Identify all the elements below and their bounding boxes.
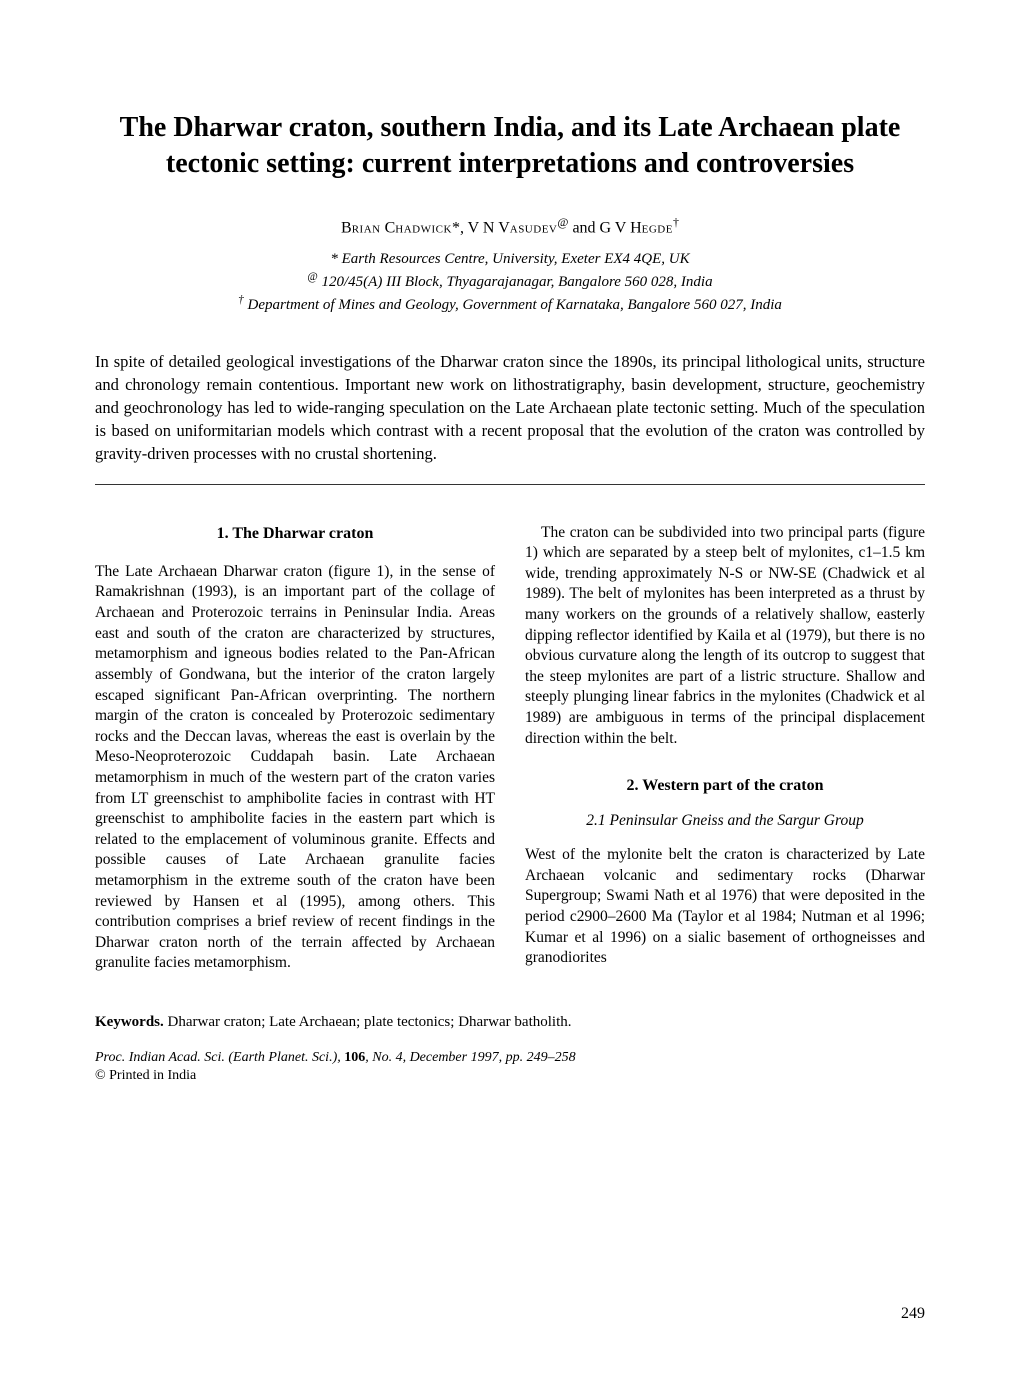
section-1-para-2: The craton can be subdivided into two pr… [525,523,925,750]
two-column-layout: 1. The Dharwar craton The Late Archaean … [95,523,925,974]
footer-citation: Proc. Indian Acad. Sci. (Earth Planet. S… [95,1049,925,1067]
subsection-2-1-heading: 2.1 Peninsular Gneiss and the Sargur Gro… [525,811,925,832]
affiliation-1: * Earth Resources Centre, University, Ex… [95,249,925,270]
section-1-heading: 1. The Dharwar craton [95,523,495,544]
footer-block: Proc. Indian Acad. Sci. (Earth Planet. S… [95,1049,925,1085]
page-number: 249 [901,1305,925,1323]
section-rule [95,484,925,485]
abstract-text: In spite of detailed geological investig… [95,350,925,465]
subsection-2-1-para: West of the mylonite belt the craton is … [525,845,925,969]
right-column: The craton can be subdivided into two pr… [525,523,925,974]
affiliations-block: * Earth Resources Centre, University, Ex… [95,249,925,316]
left-column: 1. The Dharwar craton The Late Archaean … [95,523,495,974]
section-1-para-1: The Late Archaean Dharwar craton (figure… [95,562,495,974]
keywords-label: Keywords. [95,1014,164,1030]
paper-title: The Dharwar craton, southern India, and … [95,110,925,183]
keywords-text: Dharwar craton; Late Archaean; plate tec… [168,1014,572,1030]
affiliation-3: † Department of Mines and Geology, Gover… [95,293,925,316]
authors-line: Brian Chadwick*, V N Vasudev@ and G V He… [95,215,925,237]
keywords-line: Keywords. Dharwar craton; Late Archaean;… [95,1014,925,1031]
footer-copyright: © Printed in India [95,1067,925,1085]
section-2-heading: 2. Western part of the craton [525,775,925,796]
affiliation-2: @ 120/45(A) III Block, Thyagarajanagar, … [95,270,925,293]
